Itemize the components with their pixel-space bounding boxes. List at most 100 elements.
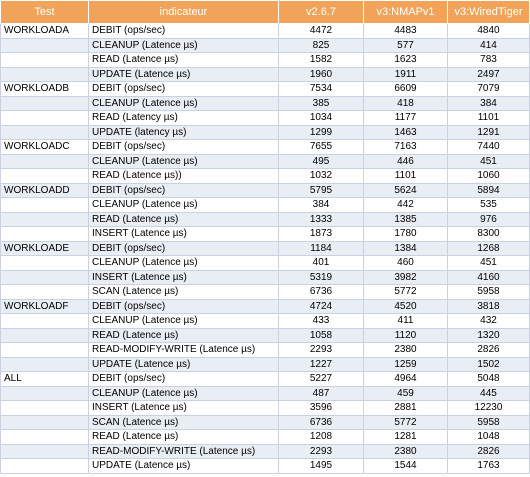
indicator-cell: READ (Latence µs) xyxy=(88,52,279,68)
v3-wiredtiger-value-cell: 1763 xyxy=(447,458,530,474)
test-cell xyxy=(0,342,89,358)
v2-6-7-value-cell: 4724 xyxy=(278,298,364,314)
test-cell: WORKLOADC xyxy=(0,139,89,155)
test-cell xyxy=(0,211,89,227)
v3-wiredtiger-value-cell: 5958 xyxy=(447,284,530,300)
v2-6-7-value-cell: 7534 xyxy=(278,81,364,97)
table-row: CLEANUP (Latence µs) 487 459 445 xyxy=(0,385,530,401)
v3-wiredtiger-value-cell: 976 xyxy=(447,211,530,227)
table-row: WORKLOADD DEBIT (ops/sec) 5795 5624 5894 xyxy=(0,182,530,198)
table-row: INSERT (Latence µs) 5319 3982 4160 xyxy=(0,269,530,285)
v3-wiredtiger-value-cell: 1048 xyxy=(447,429,530,445)
header-indicateur: indicateur xyxy=(88,0,279,24)
test-cell xyxy=(0,400,89,416)
indicator-cell: READ (Latence µs) xyxy=(88,211,279,227)
v3-wiredtiger-value-cell: 445 xyxy=(447,385,530,401)
v3-nmapv1-value-cell: 1544 xyxy=(363,458,448,474)
table-row: READ (Latence µs) 1582 1623 783 xyxy=(0,52,530,68)
test-cell xyxy=(0,52,89,68)
v3-nmapv1-value-cell: 1623 xyxy=(363,52,448,68)
indicator-cell: CLEANUP (Latence µs) xyxy=(88,197,279,213)
table-row: UPDATE (Latence µs) 1495 1544 1763 xyxy=(0,458,530,474)
test-cell xyxy=(0,429,89,445)
table-row: INSERT (Latence µs) 3596 2881 12230 xyxy=(0,400,530,416)
v3-nmapv1-value-cell: 4483 xyxy=(363,23,448,39)
indicator-cell: CLEANUP (Latence µs) xyxy=(88,313,279,329)
v2-6-7-value-cell: 487 xyxy=(278,385,364,401)
table-row: READ-MODIFY-WRITE (Latence µs) 2293 2380 28… xyxy=(0,342,530,358)
v3-wiredtiger-value-cell: 3818 xyxy=(447,298,530,314)
table-row: INSERT (Latence µs) 1873 1780 8300 xyxy=(0,226,530,242)
v2-6-7-value-cell: 2293 xyxy=(278,443,364,459)
v3-wiredtiger-value-cell: 1268 xyxy=(447,240,530,256)
indicator-cell: INSERT (Latence µs) xyxy=(88,400,279,416)
v2-6-7-value-cell: 1873 xyxy=(278,226,364,242)
v3-wiredtiger-value-cell: 5048 xyxy=(447,371,530,387)
v3-wiredtiger-value-cell: 8300 xyxy=(447,226,530,242)
table-row: CLEANUP (Latence µs) 384 442 535 xyxy=(0,197,530,213)
v3-wiredtiger-value-cell: 7440 xyxy=(447,139,530,155)
v3-nmapv1-value-cell: 2380 xyxy=(363,443,448,459)
table-row: UPDATE (Latence µs) 1227 1259 1502 xyxy=(0,356,530,372)
header-v2-6-7: v2.6.7 xyxy=(278,0,364,24)
indicator-cell: READ-MODIFY-WRITE (Latence µs) xyxy=(88,443,279,459)
indicator-cell: DEBIT (ops/sec) xyxy=(88,298,279,314)
v2-6-7-value-cell: 6736 xyxy=(278,284,364,300)
table-row: WORKLOADA DEBIT (ops/sec) 4472 4483 4840 xyxy=(0,23,530,39)
v3-nmapv1-value-cell: 5772 xyxy=(363,414,448,430)
test-cell xyxy=(0,255,89,271)
v2-6-7-value-cell: 1058 xyxy=(278,327,364,343)
indicator-cell: INSERT (Latence µs) xyxy=(88,226,279,242)
indicator-cell: DEBIT (ops/sec) xyxy=(88,81,279,97)
v3-wiredtiger-value-cell: 384 xyxy=(447,95,530,111)
indicator-cell: UPDATE (Latence µs) xyxy=(88,458,279,474)
v3-wiredtiger-value-cell: 432 xyxy=(447,313,530,329)
indicator-cell: DEBIT (ops/sec) xyxy=(88,182,279,198)
v3-nmapv1-value-cell: 4964 xyxy=(363,371,448,387)
v3-nmapv1-value-cell: 442 xyxy=(363,197,448,213)
test-cell xyxy=(0,153,89,169)
v2-6-7-value-cell: 5227 xyxy=(278,371,364,387)
indicator-cell: CLEANUP (Latence µs) xyxy=(88,95,279,111)
v2-6-7-value-cell: 1495 xyxy=(278,458,364,474)
v3-nmapv1-value-cell: 418 xyxy=(363,95,448,111)
indicator-cell: INSERT (Latence µs) xyxy=(88,269,279,285)
v2-6-7-value-cell: 4472 xyxy=(278,23,364,39)
v3-wiredtiger-value-cell: 2497 xyxy=(447,66,530,82)
v3-wiredtiger-value-cell: 1291 xyxy=(447,124,530,140)
test-cell xyxy=(0,327,89,343)
indicator-cell: DEBIT (ops/sec) xyxy=(88,371,279,387)
table-row: UPDATE (Latence µs) 1960 1911 2497 xyxy=(0,66,530,82)
v3-nmapv1-value-cell: 1177 xyxy=(363,110,448,126)
table-row: READ (Latence µs) 1333 1385 976 xyxy=(0,211,530,227)
table-header: Test indicateur v2.6.7 v3:NMAPv1 v3:Wire… xyxy=(0,0,530,24)
test-cell xyxy=(0,124,89,140)
header-v3-wiredtiger: v3:WiredTiger xyxy=(447,0,530,24)
v3-wiredtiger-value-cell: 414 xyxy=(447,37,530,53)
v3-wiredtiger-value-cell: 1502 xyxy=(447,356,530,372)
table-row: READ (Latence µs) 1058 1120 1320 xyxy=(0,327,530,343)
v2-6-7-value-cell: 1960 xyxy=(278,66,364,82)
v2-6-7-value-cell: 825 xyxy=(278,37,364,53)
indicator-cell: READ-MODIFY-WRITE (Latence µs) xyxy=(88,342,279,358)
v3-wiredtiger-value-cell: 535 xyxy=(447,197,530,213)
v3-nmapv1-value-cell: 1120 xyxy=(363,327,448,343)
v2-6-7-value-cell: 7655 xyxy=(278,139,364,155)
test-cell: WORKLOADB xyxy=(0,81,89,97)
test-cell: WORKLOADE xyxy=(0,240,89,256)
v3-nmapv1-value-cell: 1281 xyxy=(363,429,448,445)
test-cell xyxy=(0,284,89,300)
table-row: UPDATE (latency µs) 1299 1463 1291 xyxy=(0,124,530,140)
indicator-cell: UPDATE (Latence µs) xyxy=(88,66,279,82)
table-row: CLEANUP (Latence µs) 825 577 414 xyxy=(0,37,530,53)
v3-nmapv1-value-cell: 411 xyxy=(363,313,448,329)
v3-nmapv1-value-cell: 6609 xyxy=(363,81,448,97)
v3-nmapv1-value-cell: 1780 xyxy=(363,226,448,242)
v2-6-7-value-cell: 1227 xyxy=(278,356,364,372)
v2-6-7-value-cell: 1582 xyxy=(278,52,364,68)
v3-wiredtiger-value-cell: 4840 xyxy=(447,23,530,39)
test-cell xyxy=(0,443,89,459)
header-row: Test indicateur v2.6.7 v3:NMAPv1 v3:Wire… xyxy=(0,0,530,24)
v2-6-7-value-cell: 1032 xyxy=(278,168,364,184)
indicator-cell: DEBIT (ops/sec) xyxy=(88,139,279,155)
